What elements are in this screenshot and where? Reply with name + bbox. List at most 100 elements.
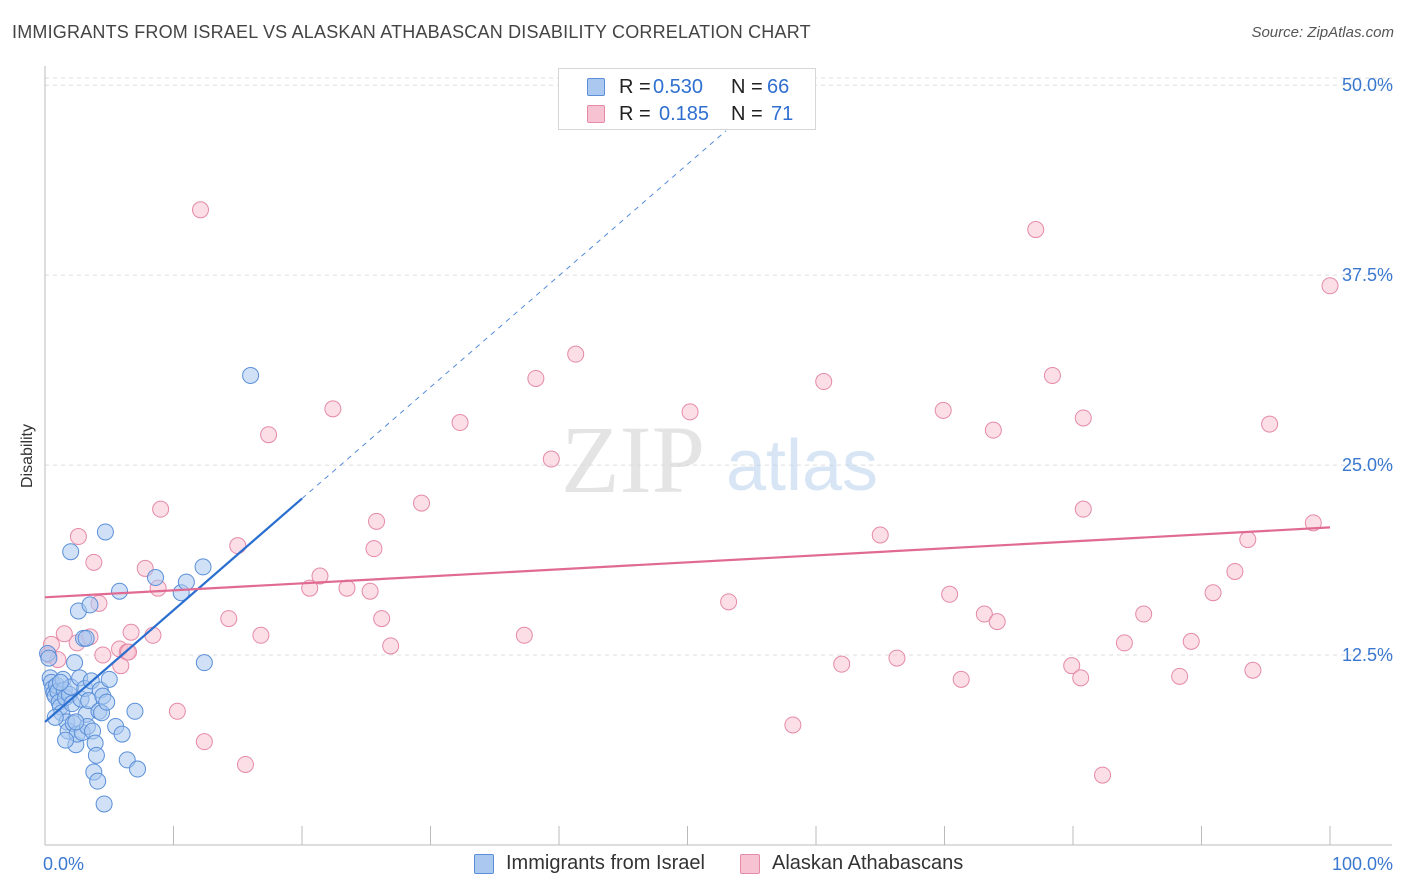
athabascan-point xyxy=(1063,657,1081,675)
athabascan-point xyxy=(681,403,699,421)
athabascan-point xyxy=(361,582,379,600)
athabascan-point xyxy=(567,345,585,363)
watermark: ZIP atlas xyxy=(561,406,878,513)
athabascan-point xyxy=(373,610,391,628)
athabascan-point xyxy=(1115,634,1133,652)
athabascan-point xyxy=(1072,669,1090,687)
israel-trend-line xyxy=(44,497,303,723)
athabascan-point xyxy=(952,670,970,688)
athabascan-point xyxy=(988,613,1006,631)
athabascan-point xyxy=(1239,531,1257,549)
n-label: N = xyxy=(731,103,763,125)
israel-point xyxy=(242,366,260,384)
r-label: R = xyxy=(619,103,651,125)
israel-point xyxy=(129,760,147,778)
legend-row-athabascan: R = 0.185 N = 71 xyxy=(559,101,815,127)
athabascan-point xyxy=(1204,584,1222,602)
israel-point xyxy=(177,573,195,591)
athabascan-point xyxy=(1043,366,1061,384)
athabascan-point xyxy=(451,414,469,432)
israel-point xyxy=(81,596,99,614)
watermark-atlas: atlas xyxy=(726,426,878,506)
athabascan-point xyxy=(984,421,1002,439)
israel-point xyxy=(40,649,58,667)
israel-point xyxy=(67,713,85,731)
athabascan-point xyxy=(1182,632,1200,650)
athabascan-point xyxy=(527,369,545,387)
athabascan-point xyxy=(1261,415,1279,433)
y-tick-label: 25.0% xyxy=(1342,455,1393,475)
athabascan-point xyxy=(1304,514,1322,532)
athabascan-point xyxy=(311,567,329,585)
athabascan-point xyxy=(85,553,103,571)
y-tick-label: 50.0% xyxy=(1342,75,1393,95)
r-value: 0.530 xyxy=(653,76,704,98)
athabascan-point xyxy=(191,201,209,219)
athabascan-point xyxy=(220,610,238,628)
israel-point xyxy=(89,772,107,790)
tick-labels: 12.5% 25.0% 37.5% 50.0% 0.0% 100.0% xyxy=(43,75,1393,874)
athabascan-point xyxy=(1135,605,1153,623)
athabascan-point xyxy=(413,494,431,512)
y-tick-label: 37.5% xyxy=(1342,265,1393,285)
athabascan-point xyxy=(871,526,889,544)
athabascan-point xyxy=(152,500,170,518)
athabascan-point xyxy=(112,657,130,675)
series-immigrants-from-israel xyxy=(39,366,260,813)
athabascan-point xyxy=(260,426,278,444)
israel-point xyxy=(113,725,131,743)
athabascan-point xyxy=(542,450,560,468)
israel-point xyxy=(66,654,84,672)
legend-label: Immigrants from Israel xyxy=(506,852,705,874)
n-value: 66 xyxy=(767,76,790,98)
athabascan-point xyxy=(784,716,802,734)
athabascan-point xyxy=(1226,562,1244,580)
axes xyxy=(44,66,1392,846)
athabascan-point xyxy=(94,646,112,664)
athabascan-point xyxy=(168,702,186,720)
israel-point xyxy=(126,702,144,720)
x-tick-label: 100.0% xyxy=(1332,854,1393,874)
athabascan-point xyxy=(338,579,356,597)
legend-swatch-blue xyxy=(474,854,494,874)
israel-point xyxy=(62,543,80,561)
x-tick-label: 0.0% xyxy=(43,854,84,874)
athabascan-point xyxy=(368,512,386,530)
athabascan-point xyxy=(1074,409,1092,427)
athabascan-point xyxy=(1074,500,1092,518)
athabascan-point xyxy=(324,400,342,418)
source-label: Source: ZipAtlas.com xyxy=(1251,24,1394,41)
n-label: N = xyxy=(731,76,763,98)
athabascan-point xyxy=(55,625,73,643)
israel-point xyxy=(195,654,213,672)
athabascan-point xyxy=(236,755,254,773)
gridlines xyxy=(45,77,1392,656)
athabascan-point xyxy=(975,605,993,623)
athabascan-point xyxy=(934,401,952,419)
athabascan-point xyxy=(941,585,959,603)
correlation-legend: R = 0.530 N = 66 R = 0.185 N = 71 xyxy=(558,68,816,130)
athabascan-point xyxy=(1171,667,1189,685)
israel-point xyxy=(57,731,75,749)
athabascan-trend-line xyxy=(44,526,1331,599)
legend-swatch-blue xyxy=(587,78,605,96)
series-legend: Immigrants from Israel Alaskan Athabasca… xyxy=(0,852,1406,878)
legend-swatch-pink xyxy=(587,105,605,123)
israel-point xyxy=(111,582,129,600)
athabascan-point xyxy=(195,733,213,751)
israel-point xyxy=(100,670,118,688)
athabascan-point xyxy=(1027,221,1045,239)
watermark-zip: ZIP xyxy=(561,406,705,513)
israel-point xyxy=(98,693,116,711)
athabascan-point xyxy=(365,540,383,558)
athabascan-point xyxy=(888,649,906,667)
israel-point xyxy=(77,629,95,647)
athabascan-point xyxy=(1321,277,1339,295)
athabascan-point xyxy=(720,593,738,611)
r-label: R = xyxy=(619,76,651,98)
athabascan-point xyxy=(144,626,162,644)
legend-swatch-pink xyxy=(740,854,760,874)
athabascan-point xyxy=(515,626,533,644)
legend-label: Alaskan Athabascans xyxy=(772,852,964,874)
israel-point xyxy=(194,558,212,576)
